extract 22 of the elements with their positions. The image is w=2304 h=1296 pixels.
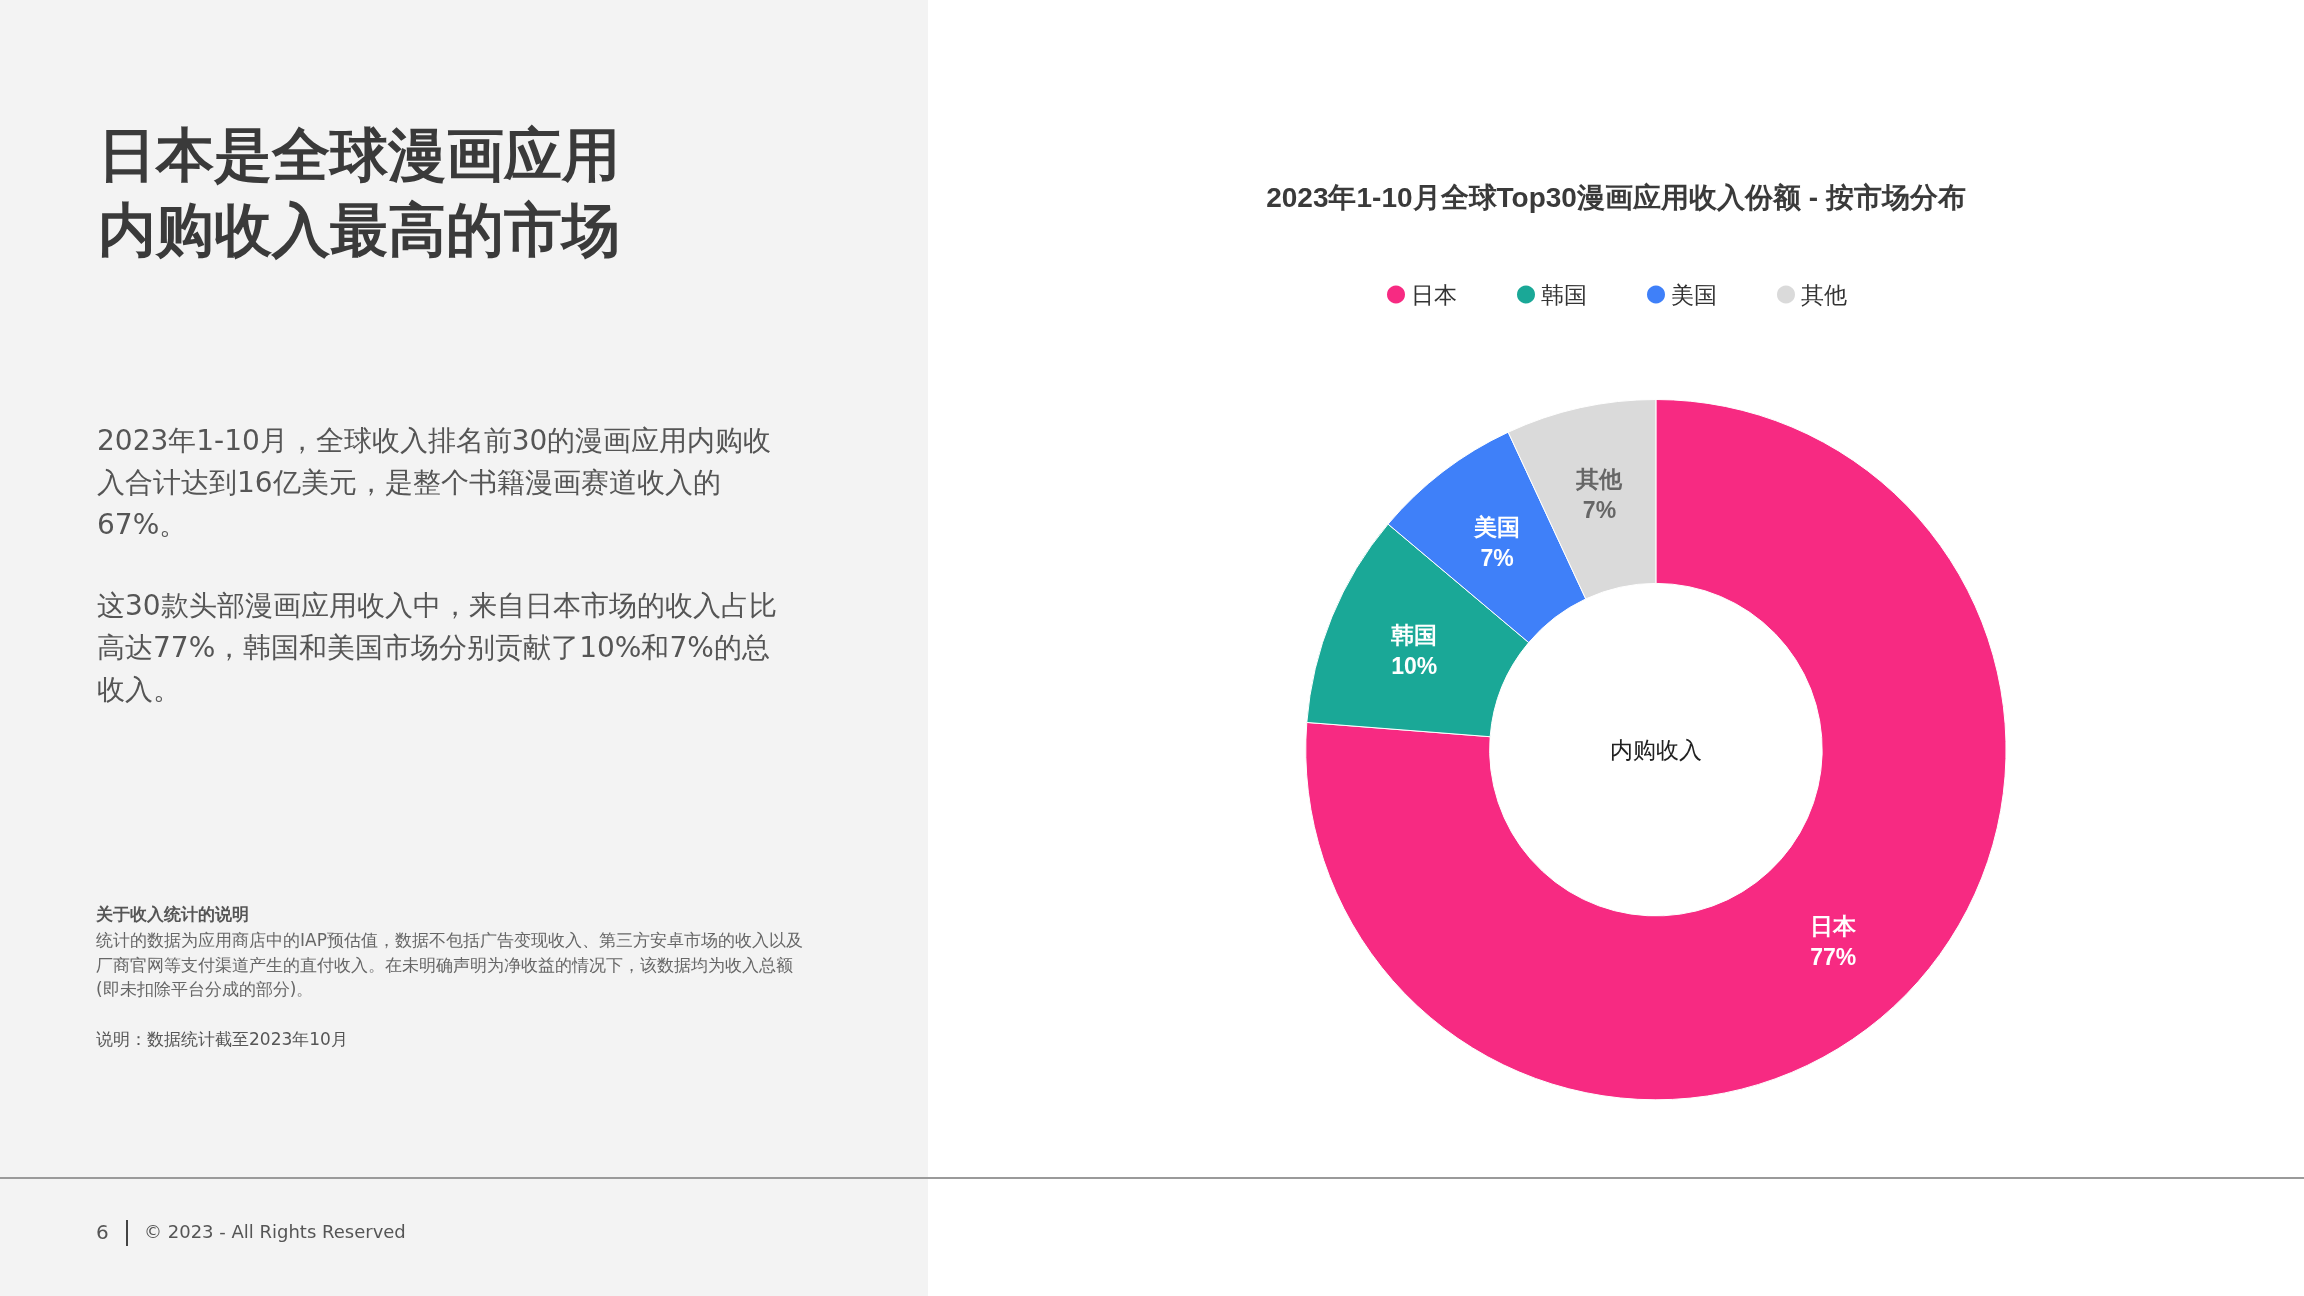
legend-label: 日本 xyxy=(1411,281,1457,308)
data-label: 7% xyxy=(1582,497,1617,524)
text: 2023年1-10月，全球收入排名前30的漫画应用内购收入合计达到16亿美元，是整个书籍漫画赛道收入的67%。 xyxy=(97,423,773,543)
slice-label: 其他 xyxy=(1575,466,1624,493)
text: 日本是全球漫画应用内购收入最高的市场 xyxy=(98,120,621,267)
text: 关于收入统计的说明 xyxy=(96,903,250,926)
legend-label: 韩国 xyxy=(1541,281,1587,308)
text: 内购收入 xyxy=(1609,736,1702,763)
data-label: 10% xyxy=(1391,653,1438,680)
legend-label: 其他 xyxy=(1801,281,1847,308)
slice-label: 韩国 xyxy=(1390,622,1438,649)
slice-label: 美国 xyxy=(1473,513,1521,540)
text: 这30款头部漫画应用收入中，来自日本市场的收入占比高达77%，韩国和美国市场分别贡献了10%和7%的总收入。 xyxy=(97,588,778,708)
text: © 2023 - All Rights Reserved xyxy=(144,1221,407,1242)
data-label: 77% xyxy=(1810,943,1857,970)
chart-title: 2023年1-10月全球Top30漫画应用收入份额 - 按市场分布 xyxy=(1266,181,1966,213)
data-label: 7% xyxy=(1480,544,1514,571)
text: 6 xyxy=(96,1220,110,1244)
text: 统计的数据为应用商店中的IAP预估值，数据不包括广告变现收入、第三方安卓市场的收入以及厂商官网等支付渠道产生的直付收入。在未明确声明为净收益的情况下，该数据均为收入总额(即未扣除平台分成的部分)。 xyxy=(96,929,804,1002)
slice-label: 日本 xyxy=(1810,912,1858,939)
text: 说明：数据统计截至2023年10月 xyxy=(96,1028,349,1051)
legend-label: 美国 xyxy=(1671,281,1717,308)
